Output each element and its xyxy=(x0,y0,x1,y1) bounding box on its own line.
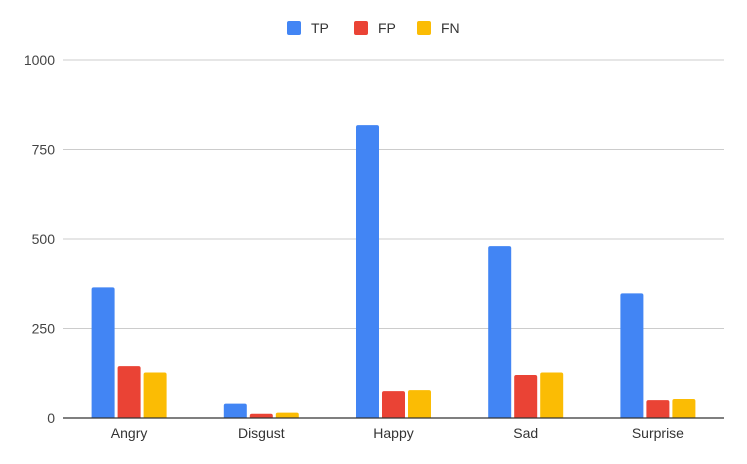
bar-tp-happy[interactable] xyxy=(356,125,379,418)
x-tick-label: Disgust xyxy=(238,425,285,441)
bar-tp-disgust[interactable] xyxy=(223,403,247,418)
bar-fn-angry[interactable] xyxy=(143,372,167,418)
bar-fn-happy[interactable] xyxy=(408,390,431,418)
x-tick-label: Happy xyxy=(373,425,413,441)
y-axis-ticks: 0 250 500 750 1000 xyxy=(24,52,55,426)
legend-swatch xyxy=(354,21,368,35)
y-tick-label: 1000 xyxy=(24,52,55,68)
x-tick-label: Angry xyxy=(111,425,148,441)
x-tick-label: Surprise xyxy=(632,425,684,441)
y-tick-label: 750 xyxy=(32,142,56,158)
legend-item-tp[interactable]: TP xyxy=(287,20,329,36)
bar-fp-disgust[interactable] xyxy=(249,413,273,418)
y-tick-label: 250 xyxy=(32,321,56,337)
bar-fp-sad[interactable] xyxy=(514,375,538,418)
legend-swatch xyxy=(417,21,431,35)
y-tick-label: 500 xyxy=(32,231,56,247)
legend-label: FN xyxy=(441,20,460,36)
bars xyxy=(91,125,696,418)
bar-fn-surprise[interactable] xyxy=(672,399,696,418)
bar-fp-happy[interactable] xyxy=(382,391,405,418)
legend[interactable]: TP FP FN xyxy=(287,20,460,36)
bar-fn-sad[interactable] xyxy=(540,372,564,418)
x-axis-ticks: Angry Disgust Happy Sad Surprise xyxy=(111,425,684,441)
bar-fp-surprise[interactable] xyxy=(646,400,670,418)
legend-item-fn[interactable]: FN xyxy=(417,20,460,36)
y-tick-label: 0 xyxy=(47,410,55,426)
x-tick-label: Sad xyxy=(513,425,538,441)
legend-label: FP xyxy=(378,20,396,36)
bar-fn-disgust[interactable] xyxy=(275,412,299,418)
bar-tp-surprise[interactable] xyxy=(620,293,644,418)
bar-tp-angry[interactable] xyxy=(91,287,115,418)
bar-fp-angry[interactable] xyxy=(117,366,141,418)
legend-item-fp[interactable]: FP xyxy=(354,20,396,36)
legend-swatch xyxy=(287,21,301,35)
gridlines xyxy=(63,59,724,329)
legend-label: TP xyxy=(311,20,329,36)
bar-tp-sad[interactable] xyxy=(488,246,512,418)
